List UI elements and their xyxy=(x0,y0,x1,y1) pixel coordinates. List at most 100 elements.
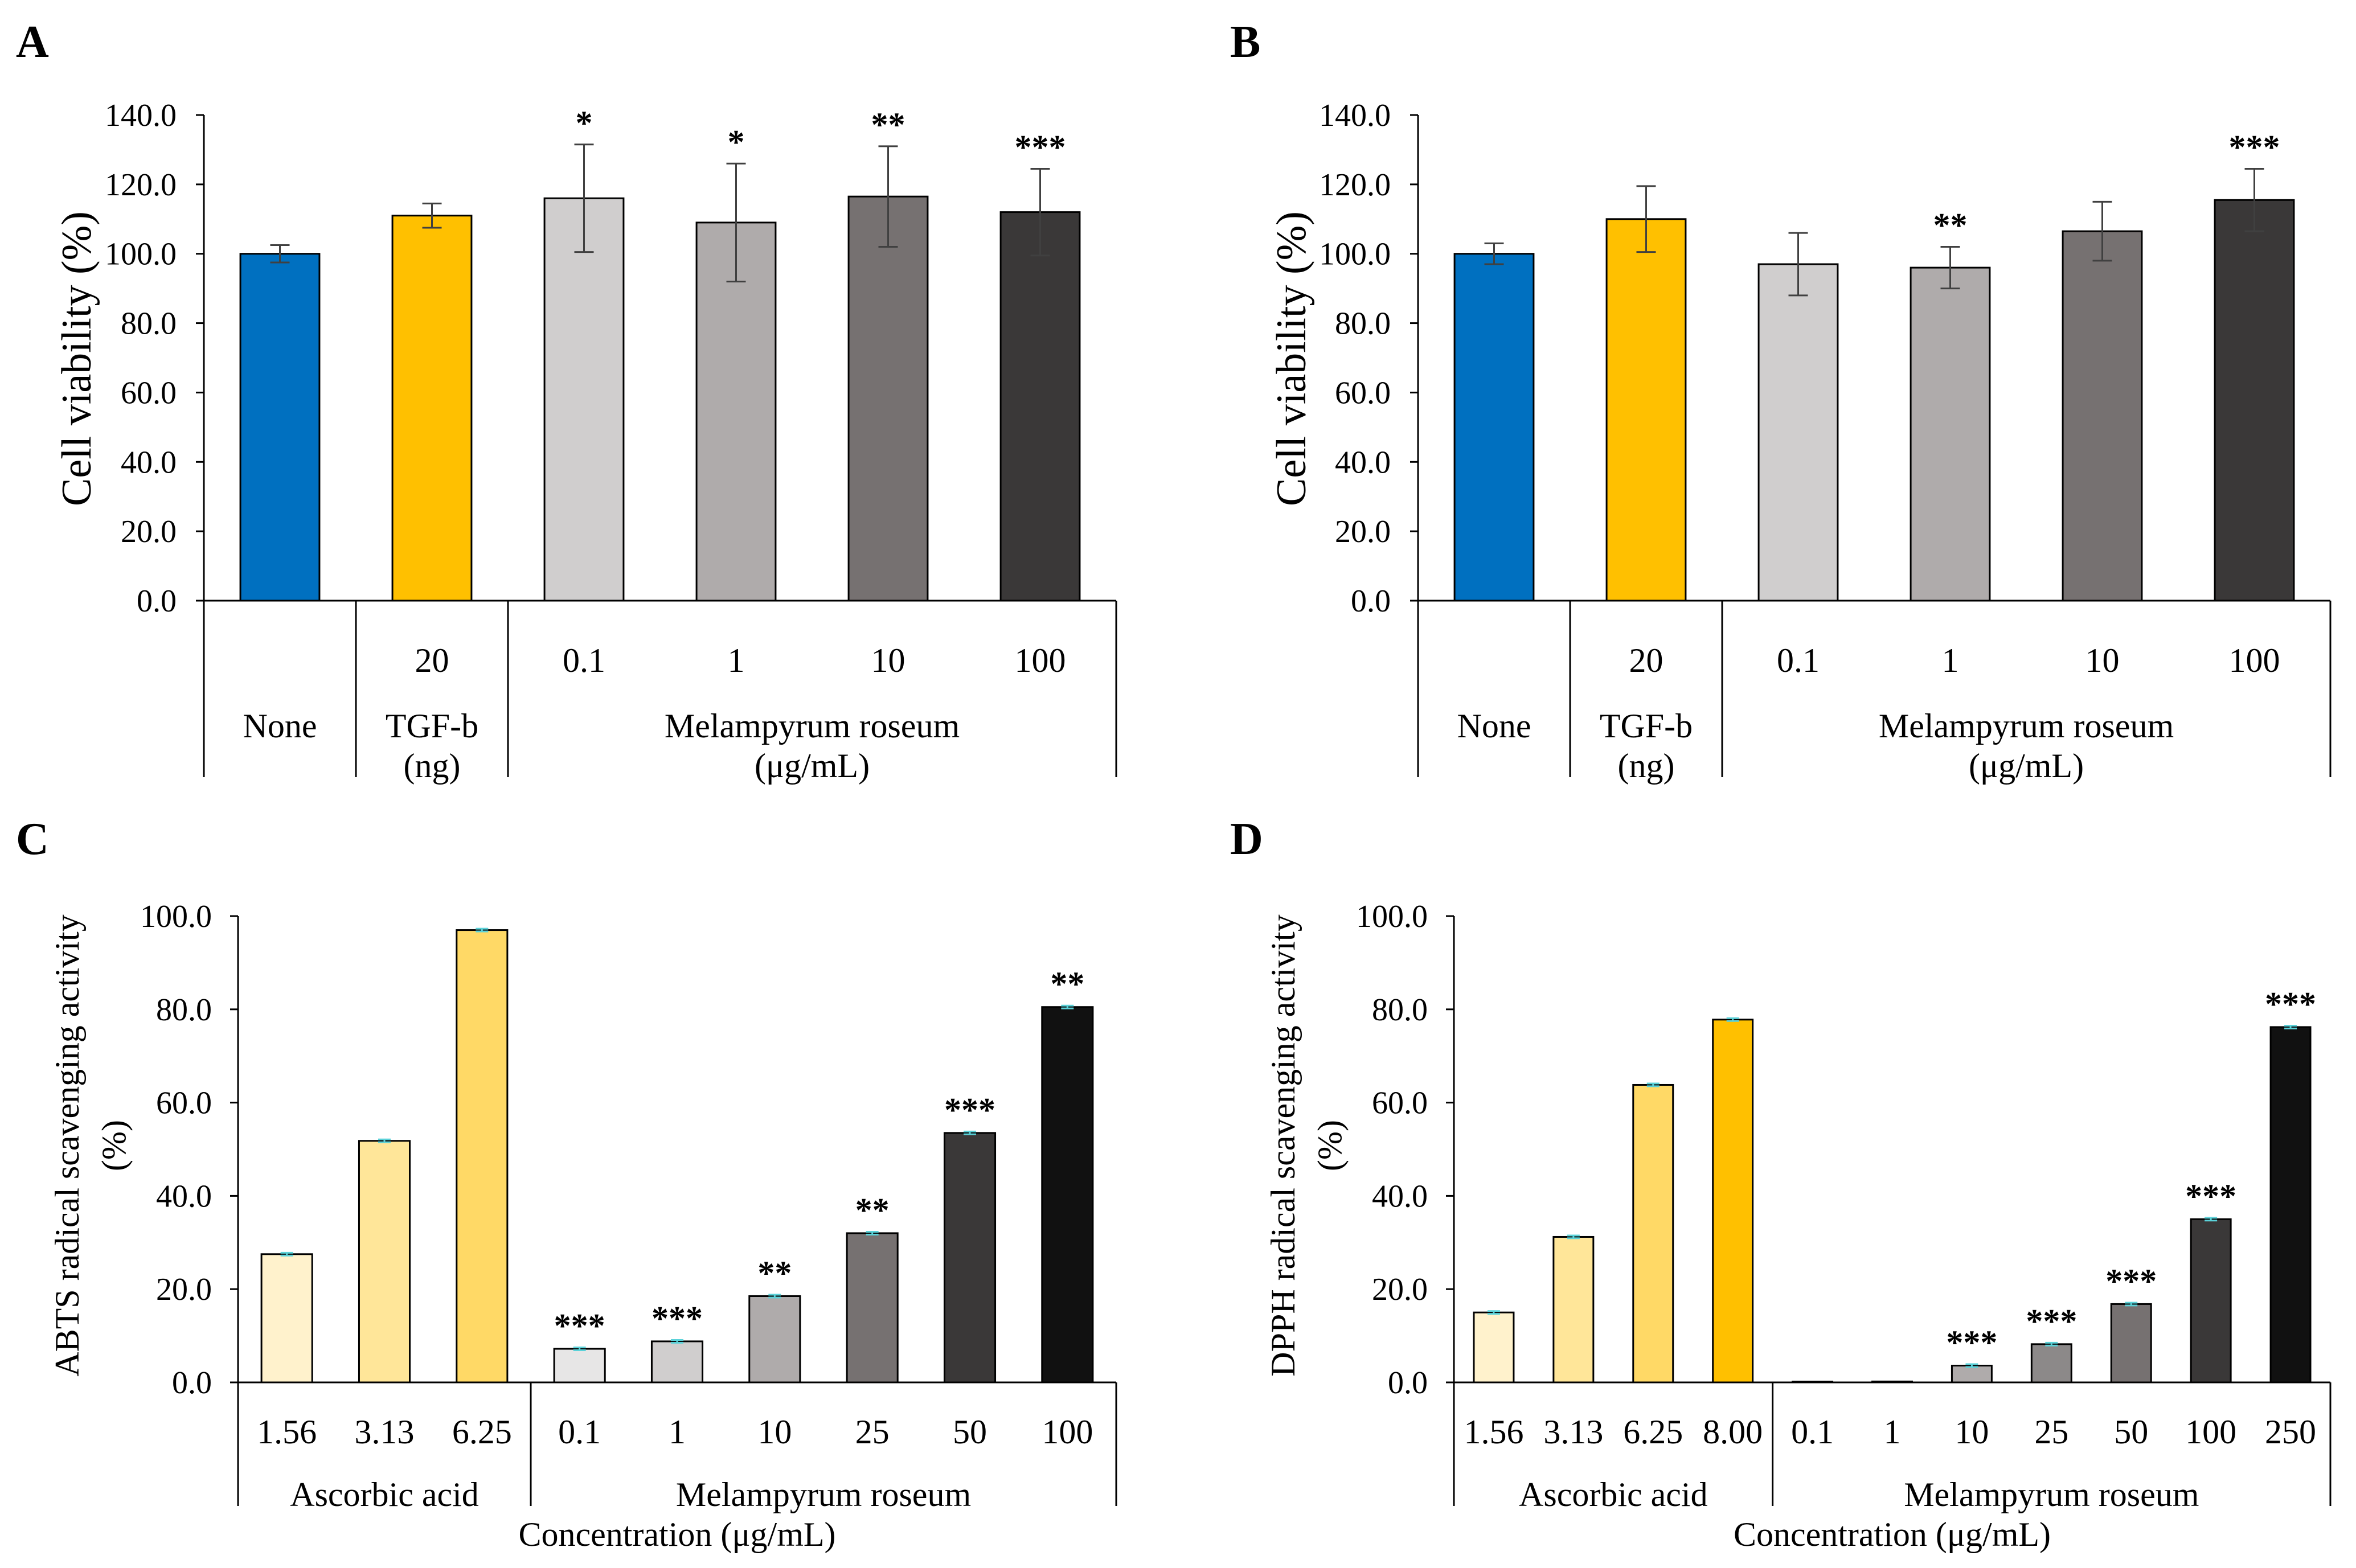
panel-letter: D xyxy=(1230,814,1263,864)
bar xyxy=(1910,266,1991,602)
significance-label: *** xyxy=(652,1299,703,1337)
group-label: Ascorbic acid xyxy=(1519,1476,1708,1513)
y-tick-label: 100.0 xyxy=(1356,899,1428,934)
y-tick-label: 140.0 xyxy=(1319,98,1391,133)
significance-label: *** xyxy=(1946,1324,1997,1361)
bar xyxy=(543,197,625,602)
significance-label: ** xyxy=(757,1254,792,1292)
bar xyxy=(2062,230,2143,602)
y-tick-label: 60.0 xyxy=(121,375,177,411)
bar xyxy=(1473,1311,1515,1384)
group-sublabel: (μg/mL) xyxy=(755,747,870,785)
y-tick-label: 100.0 xyxy=(140,899,212,934)
y-tick-label: 0.0 xyxy=(172,1365,212,1401)
significance-label: * xyxy=(576,104,593,142)
x-tick-label: 3.13 xyxy=(355,1413,415,1451)
bar xyxy=(2190,1218,2232,1384)
x-tick-label: 8.00 xyxy=(1703,1413,1763,1451)
bar xyxy=(1757,263,1839,602)
bar xyxy=(456,929,509,1384)
bar xyxy=(2269,1026,2312,1384)
y-tick-label: 120.0 xyxy=(1319,167,1391,203)
panel-d: D 0.0 20.0 40.0 60.0 80.0 100.0 DPPH radical sc… xyxy=(1230,814,2332,1553)
x-tick-label: 100 xyxy=(1042,1413,1093,1451)
x-tick-label: 10 xyxy=(2085,642,2120,679)
x-tick-label: 10 xyxy=(1955,1413,1989,1451)
group-label: None xyxy=(243,707,317,745)
y-axis-label: DPPH radical scavenging activity xyxy=(1264,914,1302,1376)
group-sublabel: (ng) xyxy=(404,747,461,785)
group-label: None xyxy=(1457,707,1531,745)
bar xyxy=(650,1340,704,1384)
significance-label: *** xyxy=(2229,128,2280,166)
y-tick-label: 40.0 xyxy=(156,1179,212,1214)
x-tick-label: 6.25 xyxy=(1623,1413,1683,1451)
x-tick-label: 0.1 xyxy=(558,1413,601,1451)
y-tick-label: 40.0 xyxy=(1335,445,1391,480)
y-tick-label: 0.0 xyxy=(1351,584,1391,619)
bar xyxy=(2110,1303,2152,1384)
x-tick-label: 100 xyxy=(1015,642,1066,679)
significance-label: ** xyxy=(1933,207,1968,244)
x-tick-label: 25 xyxy=(2034,1413,2068,1451)
significance-label: ** xyxy=(1050,965,1084,1003)
bar xyxy=(1041,1006,1094,1384)
x-tick-label: 1.56 xyxy=(257,1413,317,1451)
x-tick-label: 50 xyxy=(2114,1413,2148,1451)
x-tick-label: 1.56 xyxy=(1464,1413,1523,1451)
y-tick-label: 20.0 xyxy=(1372,1272,1428,1307)
x-tick-label: 10 xyxy=(757,1413,792,1451)
significance-label: ** xyxy=(871,106,905,143)
bar xyxy=(358,1140,411,1384)
bar xyxy=(847,195,929,602)
bar xyxy=(1552,1235,1595,1384)
x-tick-label: 100 xyxy=(2229,642,2280,679)
x-tick-label: 0.1 xyxy=(563,642,605,679)
x-tick-label: 3.13 xyxy=(1543,1413,1603,1451)
group-label: Melampyrum roseum xyxy=(1879,707,2174,745)
y-tick-label: 120.0 xyxy=(105,167,177,203)
y-tick-label: 20.0 xyxy=(156,1272,212,1307)
panel-b: B 0.0 20.0 40.0 60.0 80.0 100.0 120.0 140.0 Cell … xyxy=(1230,17,2332,785)
x-tick-label: 25 xyxy=(855,1413,890,1451)
bar xyxy=(1453,253,1535,602)
y-tick-label: 100.0 xyxy=(105,237,177,272)
x-tick-label: 0.1 xyxy=(1791,1413,1834,1451)
y-tick-label: 80.0 xyxy=(1335,306,1391,342)
y-tick-label: 0.0 xyxy=(1388,1365,1428,1401)
bar xyxy=(846,1232,899,1384)
y-axis-label-unit: (%) xyxy=(95,1120,133,1171)
x-tick-label: 1 xyxy=(669,1413,686,1451)
x-tick-label: 250 xyxy=(2265,1413,2316,1451)
x-tick-label: 6.25 xyxy=(452,1413,512,1451)
panel-c: C 0.0 20.0 40.0 60.0 80.0 100.0 ABTS radical sc… xyxy=(16,814,1117,1553)
significance-label: ** xyxy=(855,1191,890,1229)
group-label: Ascorbic acid xyxy=(290,1476,479,1513)
bar xyxy=(391,215,473,602)
x-tick-label: 10 xyxy=(871,642,905,679)
x-tick-label: 100 xyxy=(2185,1413,2236,1451)
group-label: Melampyrum roseum xyxy=(1904,1476,2199,1513)
significance-label: *** xyxy=(2105,1262,2157,1300)
x-tick-label: 1 xyxy=(728,642,745,679)
bar xyxy=(239,253,321,602)
bar xyxy=(1712,1019,1754,1384)
significance-label: * xyxy=(728,123,745,161)
bar xyxy=(748,1295,801,1384)
group-label: TGF-b xyxy=(1600,707,1693,745)
x-tick-label: 20 xyxy=(415,642,449,679)
panel-letter: A xyxy=(16,17,49,67)
x-tick-label: 1 xyxy=(1942,642,1959,679)
y-tick-label: 0.0 xyxy=(137,584,177,619)
significance-label: *** xyxy=(2265,985,2316,1023)
bar xyxy=(999,211,1081,602)
y-tick-label: 40.0 xyxy=(1372,1179,1428,1214)
y-tick-label: 100.0 xyxy=(1319,237,1391,272)
x-tick-label: 0.1 xyxy=(1777,642,1820,679)
significance-label: *** xyxy=(2185,1177,2236,1215)
y-tick-label: 60.0 xyxy=(156,1086,212,1121)
significance-label: *** xyxy=(944,1091,995,1128)
y-tick-label: 20.0 xyxy=(121,514,177,549)
panel-letter: B xyxy=(1230,17,1260,67)
